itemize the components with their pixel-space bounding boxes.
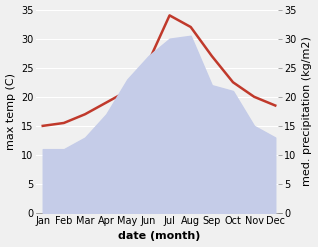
Y-axis label: max temp (C): max temp (C) — [5, 73, 16, 150]
X-axis label: date (month): date (month) — [118, 231, 200, 242]
Y-axis label: med. precipitation (kg/m2): med. precipitation (kg/m2) — [302, 36, 313, 186]
